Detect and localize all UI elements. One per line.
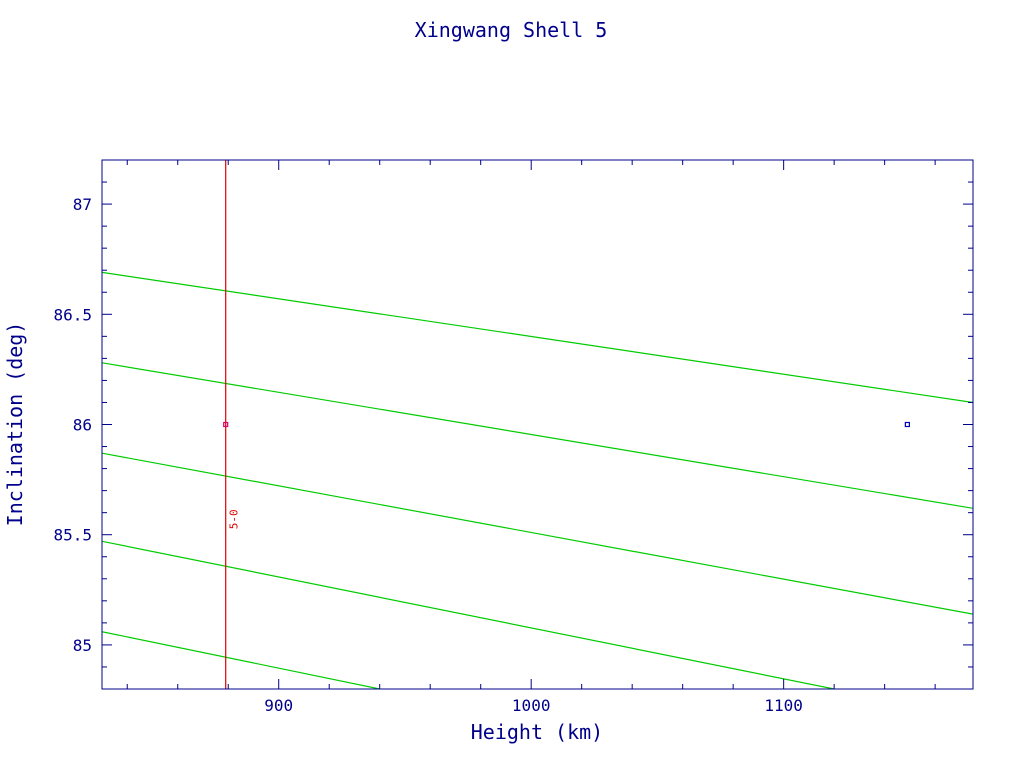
series-line-2 (102, 362, 973, 509)
y-tick-label: 86.5 (53, 305, 92, 324)
annotation-label: 5-0 (227, 509, 240, 529)
series-line-1 (102, 271, 973, 404)
x-tick-label: 900 (264, 696, 293, 715)
plot-frame (101, 159, 974, 690)
y-tick-label: 86 (73, 416, 92, 435)
data-point-1 (223, 421, 229, 428)
x-tick-label: 1100 (764, 696, 803, 715)
x-tick-label: 1000 (512, 696, 551, 715)
series-line-4 (102, 540, 835, 689)
x-axis-title: Height (km) (471, 720, 603, 744)
y-axis-title: Inclination (deg) (3, 322, 27, 527)
data-point-2 (904, 421, 910, 428)
series-line-5 (102, 631, 380, 689)
chart-title: Xingwang Shell 5 (415, 18, 608, 42)
y-tick-label: 87 (73, 195, 92, 214)
y-tick-label: 85 (73, 636, 92, 655)
y-tick-label: 85.5 (53, 526, 92, 545)
series-line-3 (102, 452, 973, 615)
plot-area: 5-0 900 1000 1100 85 85.5 86 86.5 87 (53, 159, 974, 715)
